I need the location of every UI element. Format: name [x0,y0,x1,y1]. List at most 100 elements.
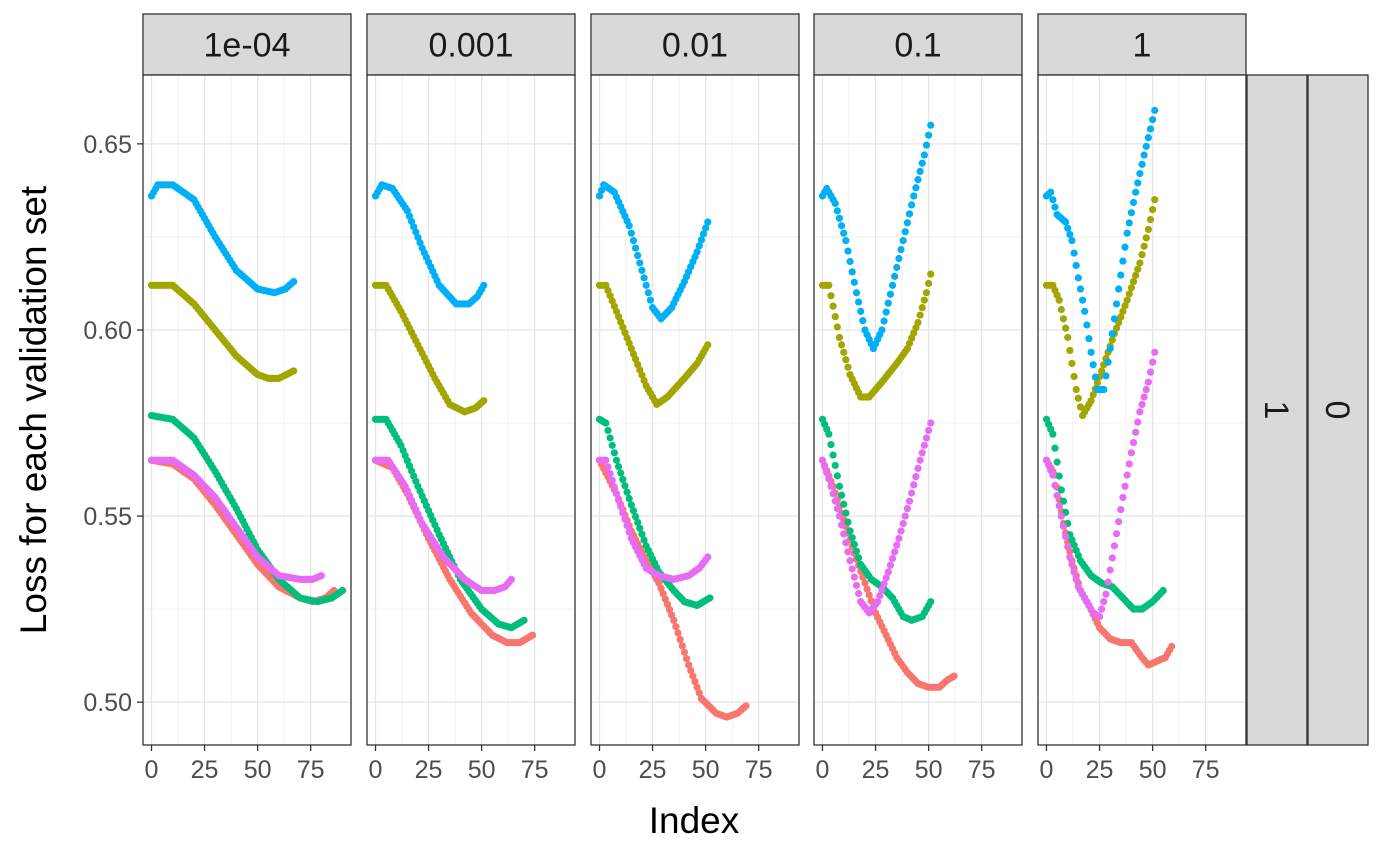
data-point [612,456,621,464]
series-4 [371,456,515,595]
data-point [1055,472,1063,480]
data-point [638,530,646,538]
data-point [893,541,901,549]
data-point [899,237,907,245]
data-point [676,635,684,644]
data-point [1159,586,1167,595]
data-point [1070,249,1078,257]
x-tick-label: 75 [745,756,773,784]
data-point [927,121,935,129]
data-point [1061,218,1070,226]
x-tick-label: 25 [1086,756,1114,784]
data-point [837,521,846,529]
data-point [1068,237,1076,245]
data-point [1085,335,1093,343]
data-point [1149,206,1157,214]
data-point [825,281,833,289]
data-point [338,586,347,595]
data-point [825,430,833,438]
data-point [1051,481,1059,489]
data-point [833,472,841,480]
data-point [674,629,682,637]
x-tick-label: 25 [639,756,667,784]
data-point [846,257,854,266]
data-point [918,159,926,167]
data-point [865,591,873,599]
data-point [840,348,848,356]
panels-layer: 1e-04 0.001 0.01 0.1 1 [142,13,1247,746]
data-point [1049,430,1057,438]
y-axis-title: Loss for each validation set [13,185,54,634]
data-point [697,236,705,244]
data-point [844,363,852,371]
data-point [1066,230,1074,239]
data-point [876,592,884,600]
x-tick-label: 75 [968,756,996,784]
data-point [1110,542,1119,550]
data-point [480,397,488,405]
data-point [829,451,837,459]
series-4 [818,419,935,617]
series-3 [147,181,298,297]
data-point [1119,307,1127,315]
x-tick-label: 25 [862,756,890,784]
data-point [831,461,839,470]
data-point [840,500,848,508]
data-point [1138,400,1146,409]
series-4 [1042,348,1159,621]
data-point [857,307,865,315]
data-point [608,441,616,449]
data-point [1089,391,1097,399]
data-point [1057,512,1065,520]
data-point [1129,438,1138,447]
data-point [1104,358,1112,366]
data-point [897,527,905,535]
data-point [602,419,610,427]
data-point [636,259,644,267]
data-point [1112,300,1121,308]
data-point [846,527,854,535]
facet-strip-label: 1e-04 [204,27,291,65]
x-tick-label: 50 [244,756,272,784]
data-point [612,490,621,498]
data-point [1100,385,1108,394]
data-point [595,192,604,200]
data-point [689,672,697,680]
data-point [1059,497,1068,505]
x-tick-label: 50 [915,756,943,784]
panel-border [142,74,352,746]
x-tick-label: 50 [1139,756,1167,784]
data-point [908,489,916,497]
data-point [829,490,837,498]
data-point [520,616,528,624]
data-point [1049,196,1057,204]
panel-4: 1 [1037,13,1247,746]
data-point [895,534,903,543]
data-point [1117,271,1125,279]
data-point [699,230,708,238]
data-point [1132,188,1140,196]
data-point [878,326,886,334]
data-point [891,272,899,280]
data-point [1108,554,1116,562]
panel-background [814,75,1022,745]
data-point [1123,471,1131,479]
data-point [623,488,631,496]
data-point [1123,229,1131,237]
x-axis: 0 25 50 75 0 25 50 75 0 25 50 75 0 25 50 75 0 25 50 75 [145,745,1220,784]
data-point [1115,518,1123,526]
x-tick-label: 50 [692,756,720,784]
data-point [927,598,935,606]
data-point [927,270,935,278]
data-point [1066,553,1074,561]
data-point [882,308,890,316]
data-point [1125,290,1133,298]
data-point [1059,522,1068,530]
panel-border [1037,74,1247,746]
data-point [1140,393,1148,401]
data-point [840,229,848,237]
data-point [1076,403,1085,411]
data-point [704,341,712,349]
data-point [1121,243,1129,251]
data-point [1108,336,1116,344]
